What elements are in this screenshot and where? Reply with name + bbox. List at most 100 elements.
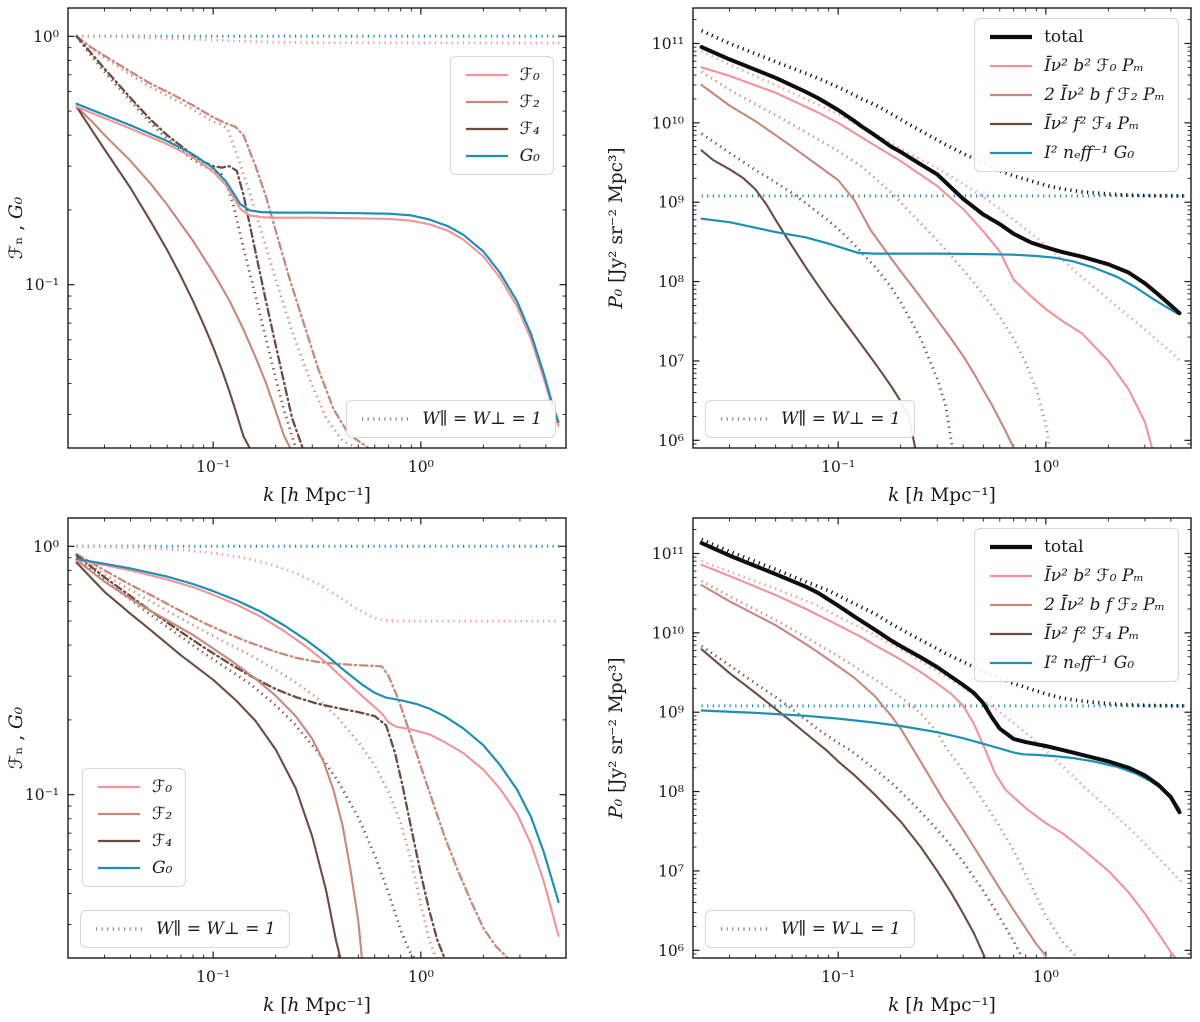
legend-item: ℱ₂	[96, 804, 172, 824]
legend-item: Īν² b² ℱ₀ Pₘ	[988, 56, 1165, 76]
y-tick-label: 10⁻¹	[25, 786, 59, 804]
window-legend-label: W∥ = W⊥ = 1	[156, 919, 276, 939]
legend-line-sample-teal	[98, 866, 140, 870]
legend-line-sample-black	[990, 34, 1033, 40]
axes-frame	[692, 7, 1192, 449]
curve-F4-neg-window	[75, 554, 446, 958]
window-legend-top-left: W∥ = W⊥ = 1	[346, 400, 556, 438]
axes-frame	[67, 7, 567, 449]
legend-item: ℱ₄	[464, 119, 540, 139]
legend-line-sample-brown	[98, 839, 140, 843]
y-tick-label: 10¹¹	[652, 35, 684, 53]
y-tick-label: 10⁸	[658, 783, 684, 801]
axes-frame	[67, 517, 567, 959]
panel-top-left: 10⁻¹ 10⁰ 10⁰ 10⁻¹ k [h Mpc⁻¹] ℱₙ , G₀	[6, 7, 567, 506]
legend-item-label: I² nₑff⁻¹ G₀	[1044, 143, 1135, 163]
legend-item: ℱ₀	[464, 65, 540, 85]
legend-line-sample-black	[990, 544, 1033, 550]
legend-item: W∥ = W⊥ = 1	[94, 919, 276, 939]
legend-line-sample-brown	[990, 632, 1033, 636]
curve-F4-term	[700, 149, 917, 448]
legend-line-sample-brown	[990, 122, 1033, 126]
y-tick-label: 10⁷	[658, 862, 684, 880]
curve-F2-window	[75, 105, 292, 448]
y-tick-label: 10⁻¹	[25, 276, 59, 294]
curve-F0-term-nowindow	[700, 49, 1183, 364]
y-axis-label: ℱₙ , G₀	[6, 196, 27, 259]
curve-F2-neg-window	[75, 552, 509, 958]
y-tick-label: 10⁶	[658, 432, 684, 450]
curve-F4-term-nowindow	[700, 644, 1024, 958]
legend-item-label: G₀	[519, 146, 540, 166]
legend-item: ℱ₂	[464, 92, 540, 112]
window-legend-label: W∥ = W⊥ = 1	[422, 409, 542, 429]
curve-F0-nowindow	[76, 544, 560, 623]
legend-item-label: ℱ₂	[519, 92, 540, 112]
legend-item: ℱ₄	[96, 831, 172, 851]
legend-item-label: I² nₑff⁻¹ G₀	[1044, 653, 1135, 673]
x-tick-label: 10⁰	[408, 968, 434, 986]
legend-item-label: total	[1044, 27, 1084, 47]
legend-item: G₀	[96, 858, 172, 878]
legend-item-label: 2 Īν² b f ℱ₂ Pₘ	[1044, 85, 1165, 105]
legend-line-sample-salmon	[98, 812, 140, 816]
curve-F0-window	[75, 105, 560, 427]
legend-item: G₀	[464, 146, 540, 166]
y-tick-label: 10⁹	[658, 194, 684, 212]
y-tick-label: 10¹⁰	[652, 624, 684, 642]
legend-item: 2 Īν² b f ℱ₂ Pₘ	[988, 595, 1165, 615]
legend-item: W∥ = W⊥ = 1	[719, 409, 901, 429]
y-axis-label: ℱₙ , G₀	[6, 706, 27, 769]
curve-F2-neg-nowindow	[75, 35, 358, 448]
legend-item-label: ℱ₀	[519, 65, 540, 85]
legend-line-sample-teal	[990, 661, 1033, 665]
legend-item-label: ℱ₄	[152, 831, 173, 851]
legend-item-label: G₀	[152, 858, 173, 878]
curve-F0-term	[700, 66, 1154, 448]
curve-shot-term	[700, 709, 1181, 811]
legend-item-label: total	[1044, 537, 1084, 557]
legend-item: W∥ = W⊥ = 1	[360, 409, 542, 429]
x-tick-label: 10⁻¹	[196, 968, 230, 986]
legend-line-sample-pink	[990, 64, 1033, 68]
axes-frame	[692, 517, 1192, 959]
curve-F4-term-nowindow	[700, 132, 954, 448]
legend-item: 2 Īν² b f ℱ₂ Pₘ	[988, 85, 1165, 105]
legend-line-sample-salmon	[465, 100, 508, 104]
legend-item-label: ℱ₂	[152, 804, 173, 824]
curve-total	[699, 45, 1182, 316]
curve-F2-window	[75, 559, 363, 958]
curve-F4-window	[75, 105, 251, 448]
window-legend-bottom-right: W∥ = W⊥ = 1	[705, 910, 915, 948]
window-legend-bottom-left: W∥ = W⊥ = 1	[80, 910, 290, 948]
y-tick-label: 10¹⁰	[652, 114, 684, 132]
legend-line-sample-pink	[465, 73, 508, 77]
window-legend-label: W∥ = W⊥ = 1	[781, 919, 901, 939]
curve-total	[699, 541, 1182, 815]
curve-F0-window	[75, 559, 560, 937]
x-tick-label: 10⁰	[408, 458, 434, 476]
curve-F4-neg-nowindow	[75, 556, 416, 958]
x-tick-label: 10⁰	[1033, 968, 1059, 986]
legend-item: I² nₑff⁻¹ G₀	[988, 653, 1165, 673]
x-axis-label: k [h Mpc⁻¹]	[263, 995, 371, 1016]
curve-F2-neg-window	[75, 35, 370, 448]
legend-item-label: ℱ₄	[519, 119, 540, 139]
legend-item: W∥ = W⊥ = 1	[719, 919, 901, 939]
x-axis-label: k [h Mpc⁻¹]	[888, 995, 996, 1016]
curve-F2-neg-nowindow	[75, 555, 438, 958]
legend-line-sample-gray	[721, 927, 769, 931]
x-tick-label: 10⁻¹	[196, 458, 230, 476]
legend-item-label: Īν² b² ℱ₀ Pₘ	[1044, 56, 1144, 76]
curve-F0-nowindow	[76, 34, 560, 45]
curve-F4-neg-nowindow	[75, 35, 298, 448]
y-tick-label: 10⁹	[658, 704, 684, 722]
x-tick-label: 10⁻¹	[821, 968, 855, 986]
y-tick-label: 10¹¹	[652, 545, 684, 563]
y-tick-label: 10⁶	[658, 942, 684, 960]
legend-item: Īν² f² ℱ₄ Pₘ	[988, 114, 1165, 134]
legend-line-sample-pink	[990, 574, 1033, 578]
legend-item-label: Īν² b² ℱ₀ Pₘ	[1044, 566, 1144, 586]
